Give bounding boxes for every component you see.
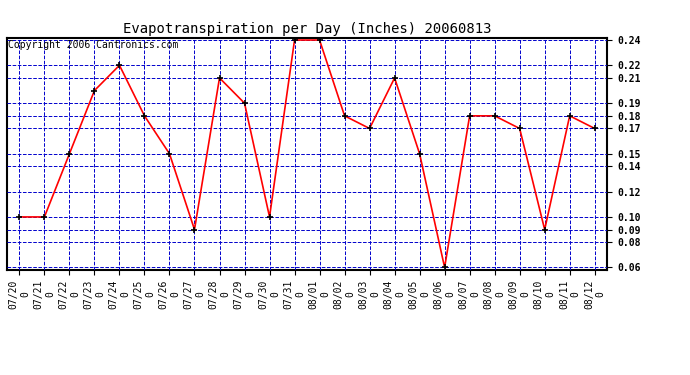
Text: Copyright 2006 Cantronics.com: Copyright 2006 Cantronics.com xyxy=(8,40,179,50)
Title: Evapotranspiration per Day (Inches) 20060813: Evapotranspiration per Day (Inches) 2006… xyxy=(123,22,491,36)
